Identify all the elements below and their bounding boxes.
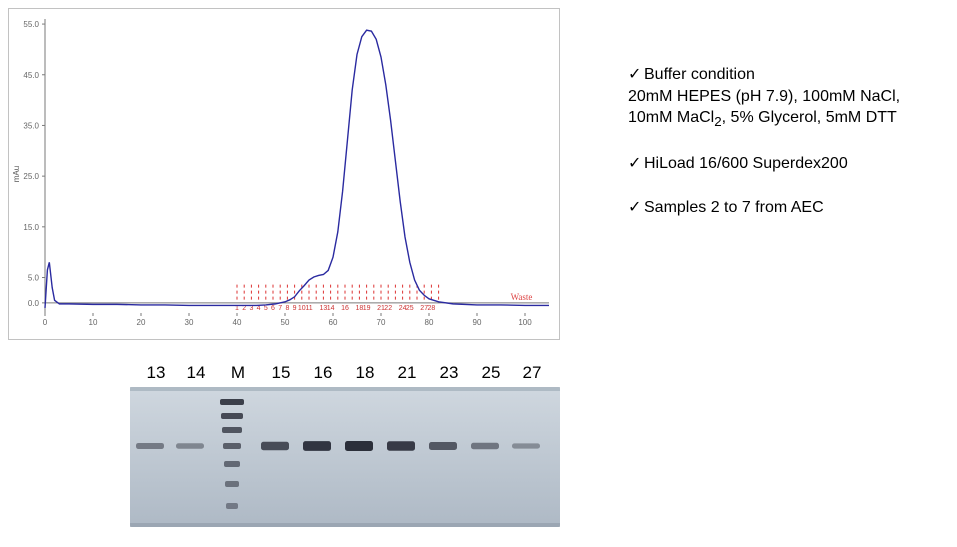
- chromatogram-panel: 0.0 5.0 15.0 25.0 35.0 45.0 55.0 mAu 0 10 20 30 40 50…: [8, 8, 560, 340]
- note-item: ✓Samples 2 to 7 from AEC: [628, 197, 948, 219]
- svg-text:60: 60: [329, 318, 338, 327]
- svg-text:35.0: 35.0: [23, 121, 39, 130]
- note-item: ✓HiLoad 16/600 Superdex200: [628, 153, 948, 175]
- gel-lane-label: 15: [260, 363, 302, 383]
- svg-text:mAu: mAu: [12, 166, 21, 182]
- svg-text:19: 19: [363, 305, 371, 312]
- svg-text:6: 6: [271, 305, 275, 312]
- notes-panel: ✓Buffer condition20mM HEPES (pH 7.9), 10…: [628, 64, 948, 241]
- check-icon: ✓: [628, 64, 644, 86]
- svg-text:9: 9: [293, 305, 297, 312]
- svg-text:5.0: 5.0: [28, 274, 40, 283]
- svg-text:11: 11: [305, 305, 312, 312]
- gel-lane-label: 18: [344, 363, 386, 383]
- note-head: ✓Samples 2 to 7 from AEC: [628, 197, 948, 219]
- svg-text:90: 90: [473, 318, 482, 327]
- gel-lane-labels: 1314M15161821232527: [136, 363, 590, 383]
- gel-lane-label: 21: [386, 363, 428, 383]
- svg-text:15.0: 15.0: [23, 223, 39, 232]
- svg-text:10: 10: [89, 318, 98, 327]
- svg-text:100: 100: [518, 318, 532, 327]
- svg-text:40: 40: [233, 318, 242, 327]
- svg-text:16: 16: [341, 305, 349, 312]
- gel-lane-label: 23: [428, 363, 470, 383]
- check-icon: ✓: [628, 153, 644, 175]
- svg-text:45.0: 45.0: [23, 71, 39, 80]
- gel-panel: 1314M15161821232527: [130, 363, 590, 532]
- note-head: ✓Buffer condition: [628, 64, 948, 86]
- svg-text:Waste: Waste: [511, 292, 533, 302]
- check-icon: ✓: [628, 197, 644, 219]
- gel-lane-label: 14: [176, 363, 216, 383]
- gel-svg: [130, 387, 560, 527]
- svg-text:22: 22: [384, 305, 392, 312]
- chromatogram-svg: 0.0 5.0 15.0 25.0 35.0 45.0 55.0 mAu 0 10 20 30 40 50…: [9, 9, 559, 339]
- note-head: ✓HiLoad 16/600 Superdex200: [628, 153, 948, 175]
- svg-text:0: 0: [43, 318, 48, 327]
- gel-lane-label: M: [216, 363, 260, 383]
- svg-text:25.0: 25.0: [23, 172, 39, 181]
- svg-text:70: 70: [377, 318, 386, 327]
- svg-text:80: 80: [425, 318, 434, 327]
- svg-text:5: 5: [264, 305, 268, 312]
- svg-text:30: 30: [185, 318, 194, 327]
- svg-text:50: 50: [281, 318, 290, 327]
- svg-text:25: 25: [406, 305, 414, 312]
- svg-text:8: 8: [285, 305, 289, 312]
- svg-text:14: 14: [327, 305, 335, 312]
- svg-text:28: 28: [428, 305, 436, 312]
- svg-text:7: 7: [278, 305, 282, 312]
- svg-text:0.0: 0.0: [28, 299, 40, 308]
- gel-lane-label: 16: [302, 363, 344, 383]
- gel-lane-label: 27: [512, 363, 552, 383]
- note-detail: 20mM HEPES (pH 7.9), 100mM NaCl, 10mM Ma…: [628, 86, 948, 132]
- gel-lane-label: 25: [470, 363, 512, 383]
- svg-text:55.0: 55.0: [23, 20, 39, 29]
- gel-lane-label: 13: [136, 363, 176, 383]
- note-item: ✓Buffer condition20mM HEPES (pH 7.9), 10…: [628, 64, 948, 131]
- svg-text:20: 20: [137, 318, 146, 327]
